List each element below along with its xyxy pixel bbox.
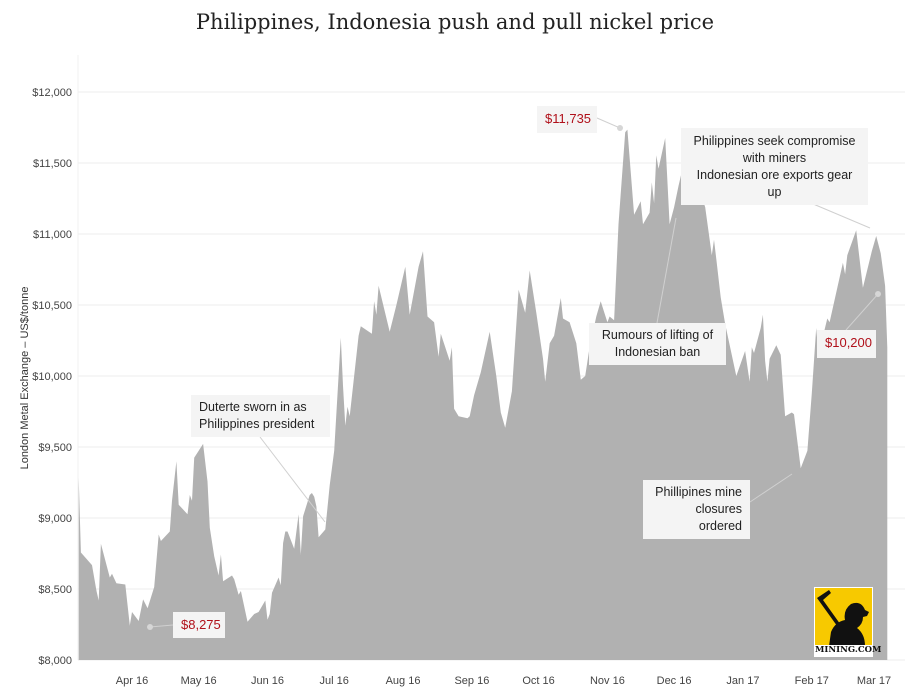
y-tick-label: $11,500 — [33, 158, 72, 170]
annotation-line: Duterte sworn in as — [199, 400, 307, 414]
leader-line-duterte — [259, 436, 326, 523]
leader-line-closures — [749, 473, 793, 503]
x-tick-label: May 16 — [181, 675, 217, 687]
annotation-line: Philippines seek compromise — [693, 134, 856, 148]
annotation-line: Indonesian ban — [614, 345, 701, 359]
y-tick-label: $8,500 — [38, 584, 72, 596]
x-tick-label: Jan 17 — [726, 675, 759, 687]
mining-com-logo: MINING.COM — [814, 587, 882, 657]
x-tick-label: Apr 16 — [116, 675, 148, 687]
annotation-duterte: Duterte sworn in as Philippines presiden… — [191, 395, 330, 437]
annotation-dot — [617, 125, 623, 131]
annotation-line: Phillipines mine — [655, 485, 742, 499]
annotation-line: Indonesian ore exports gear up — [696, 168, 853, 199]
x-tick-label: Aug 16 — [386, 675, 421, 687]
leader-line-last — [845, 293, 879, 331]
annotation-line: closures ordered — [695, 502, 742, 533]
y-tick-label: $10,000 — [32, 371, 72, 383]
annotation-line: Rumours of lifting of — [601, 328, 714, 342]
annotation-dot — [147, 624, 153, 630]
y-axis-label: London Metal Exchange – US$/tonne — [19, 287, 31, 470]
annotation-line: with miners — [742, 151, 807, 165]
y-tick-label: $10,500 — [32, 300, 72, 312]
annotation-last-price: $10,200 — [817, 330, 876, 358]
x-tick-label: Nov 16 — [590, 675, 625, 687]
annotation-line: Philippines president — [199, 417, 315, 431]
annotation-compromise: Philippines seek compromise with miners … — [681, 128, 868, 205]
annotation-low-price: $8,275 — [173, 612, 225, 638]
y-tick-label: $11,000 — [33, 229, 72, 241]
x-tick-label: Sep 16 — [454, 675, 489, 687]
leader-line-low — [149, 624, 174, 628]
x-tick-label: Oct 16 — [522, 675, 554, 687]
x-tick-label: Jun 16 — [251, 675, 284, 687]
logo-text: MINING.COM — [815, 645, 882, 656]
leader-line-rumours — [656, 217, 677, 324]
annotation-dot — [875, 291, 881, 297]
miner-silhouette-icon — [817, 590, 869, 646]
y-tick-label: $9,000 — [38, 513, 72, 525]
x-tick-label: Jul 16 — [319, 675, 348, 687]
annotation-high-price: $11,735 — [537, 106, 597, 133]
x-tick-label: Feb 17 — [795, 675, 829, 687]
x-tick-label: Dec 16 — [657, 675, 692, 687]
annotation-rumours: Rumours of lifting of Indonesian ban — [589, 323, 726, 365]
y-tick-label: $9,500 — [38, 442, 72, 454]
y-tick-label: $8,000 — [38, 655, 72, 667]
chart-title: Philippines, Indonesia push and pull nic… — [195, 10, 715, 34]
annotation-closures: Phillipines mine closures ordered — [643, 480, 750, 539]
x-tick-label: Mar 17 — [857, 675, 891, 687]
y-tick-label: $12,000 — [32, 87, 72, 99]
leader-line-high — [596, 117, 621, 129]
